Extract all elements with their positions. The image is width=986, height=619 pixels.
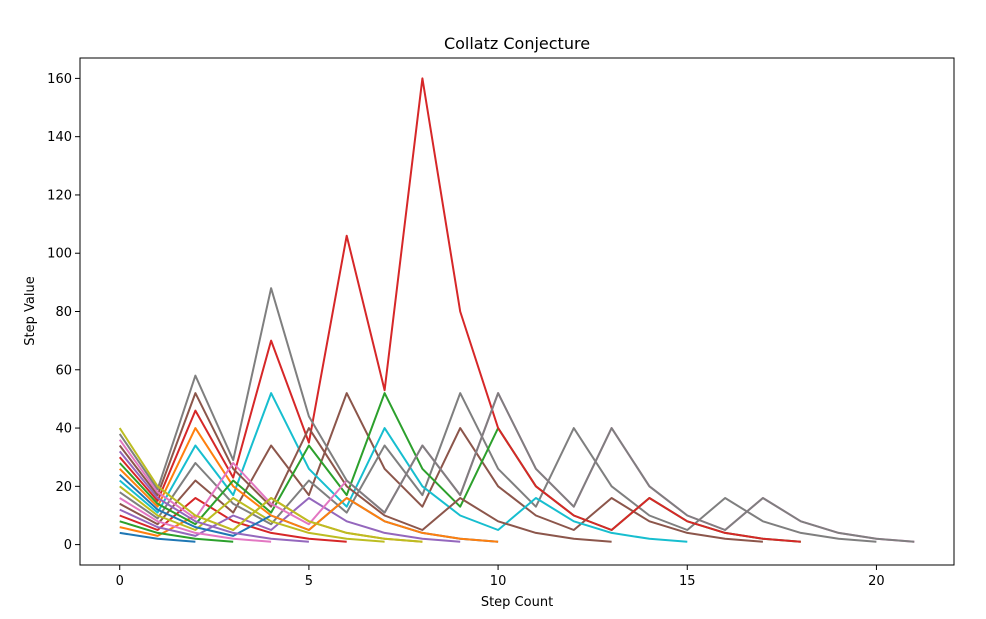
x-tick-label: 0 bbox=[116, 574, 124, 589]
x-tick-label: 5 bbox=[305, 574, 313, 589]
x-axis-label: Step Count bbox=[481, 595, 553, 610]
y-axis-label: Step Value bbox=[23, 276, 38, 345]
series-line-10 bbox=[119, 392, 688, 543]
series-line-16 bbox=[118, 392, 612, 543]
x-tick-label: 10 bbox=[490, 574, 507, 589]
series-line-3 bbox=[119, 520, 234, 543]
y-tick-label: 20 bbox=[55, 480, 72, 495]
series-line-6 bbox=[119, 392, 763, 543]
y-tick-label: 40 bbox=[55, 422, 72, 437]
series-line-19 bbox=[118, 427, 423, 543]
series-line-7 bbox=[119, 497, 272, 543]
series-line-1 bbox=[119, 531, 196, 543]
y-tick-label: 80 bbox=[55, 305, 72, 320]
series-line-17 bbox=[118, 392, 915, 543]
x-axis-ticks: 0 5 10 15 20 bbox=[116, 565, 885, 589]
y-tick-label: 120 bbox=[47, 188, 72, 203]
y-tick-label: 60 bbox=[55, 363, 72, 378]
y-axis-ticks: 0 20 40 60 80 100 120 140 160 bbox=[47, 72, 80, 553]
series-line-12 bbox=[118, 427, 499, 543]
series-lines bbox=[118, 77, 915, 543]
series-line-18 bbox=[118, 287, 915, 543]
x-tick-label: 20 bbox=[868, 574, 885, 589]
series-line-15 bbox=[118, 450, 309, 543]
series-line-9 bbox=[119, 485, 385, 543]
series-line-8 bbox=[119, 392, 877, 543]
chart-title: Collatz Conjecture bbox=[444, 34, 590, 53]
y-tick-label: 100 bbox=[47, 247, 72, 262]
series-line-4 bbox=[119, 497, 347, 543]
y-tick-label: 0 bbox=[64, 538, 72, 553]
series-line-14 bbox=[118, 77, 801, 543]
y-tick-label: 160 bbox=[47, 72, 72, 87]
y-tick-label: 140 bbox=[47, 130, 72, 145]
x-tick-label: 15 bbox=[679, 574, 696, 589]
